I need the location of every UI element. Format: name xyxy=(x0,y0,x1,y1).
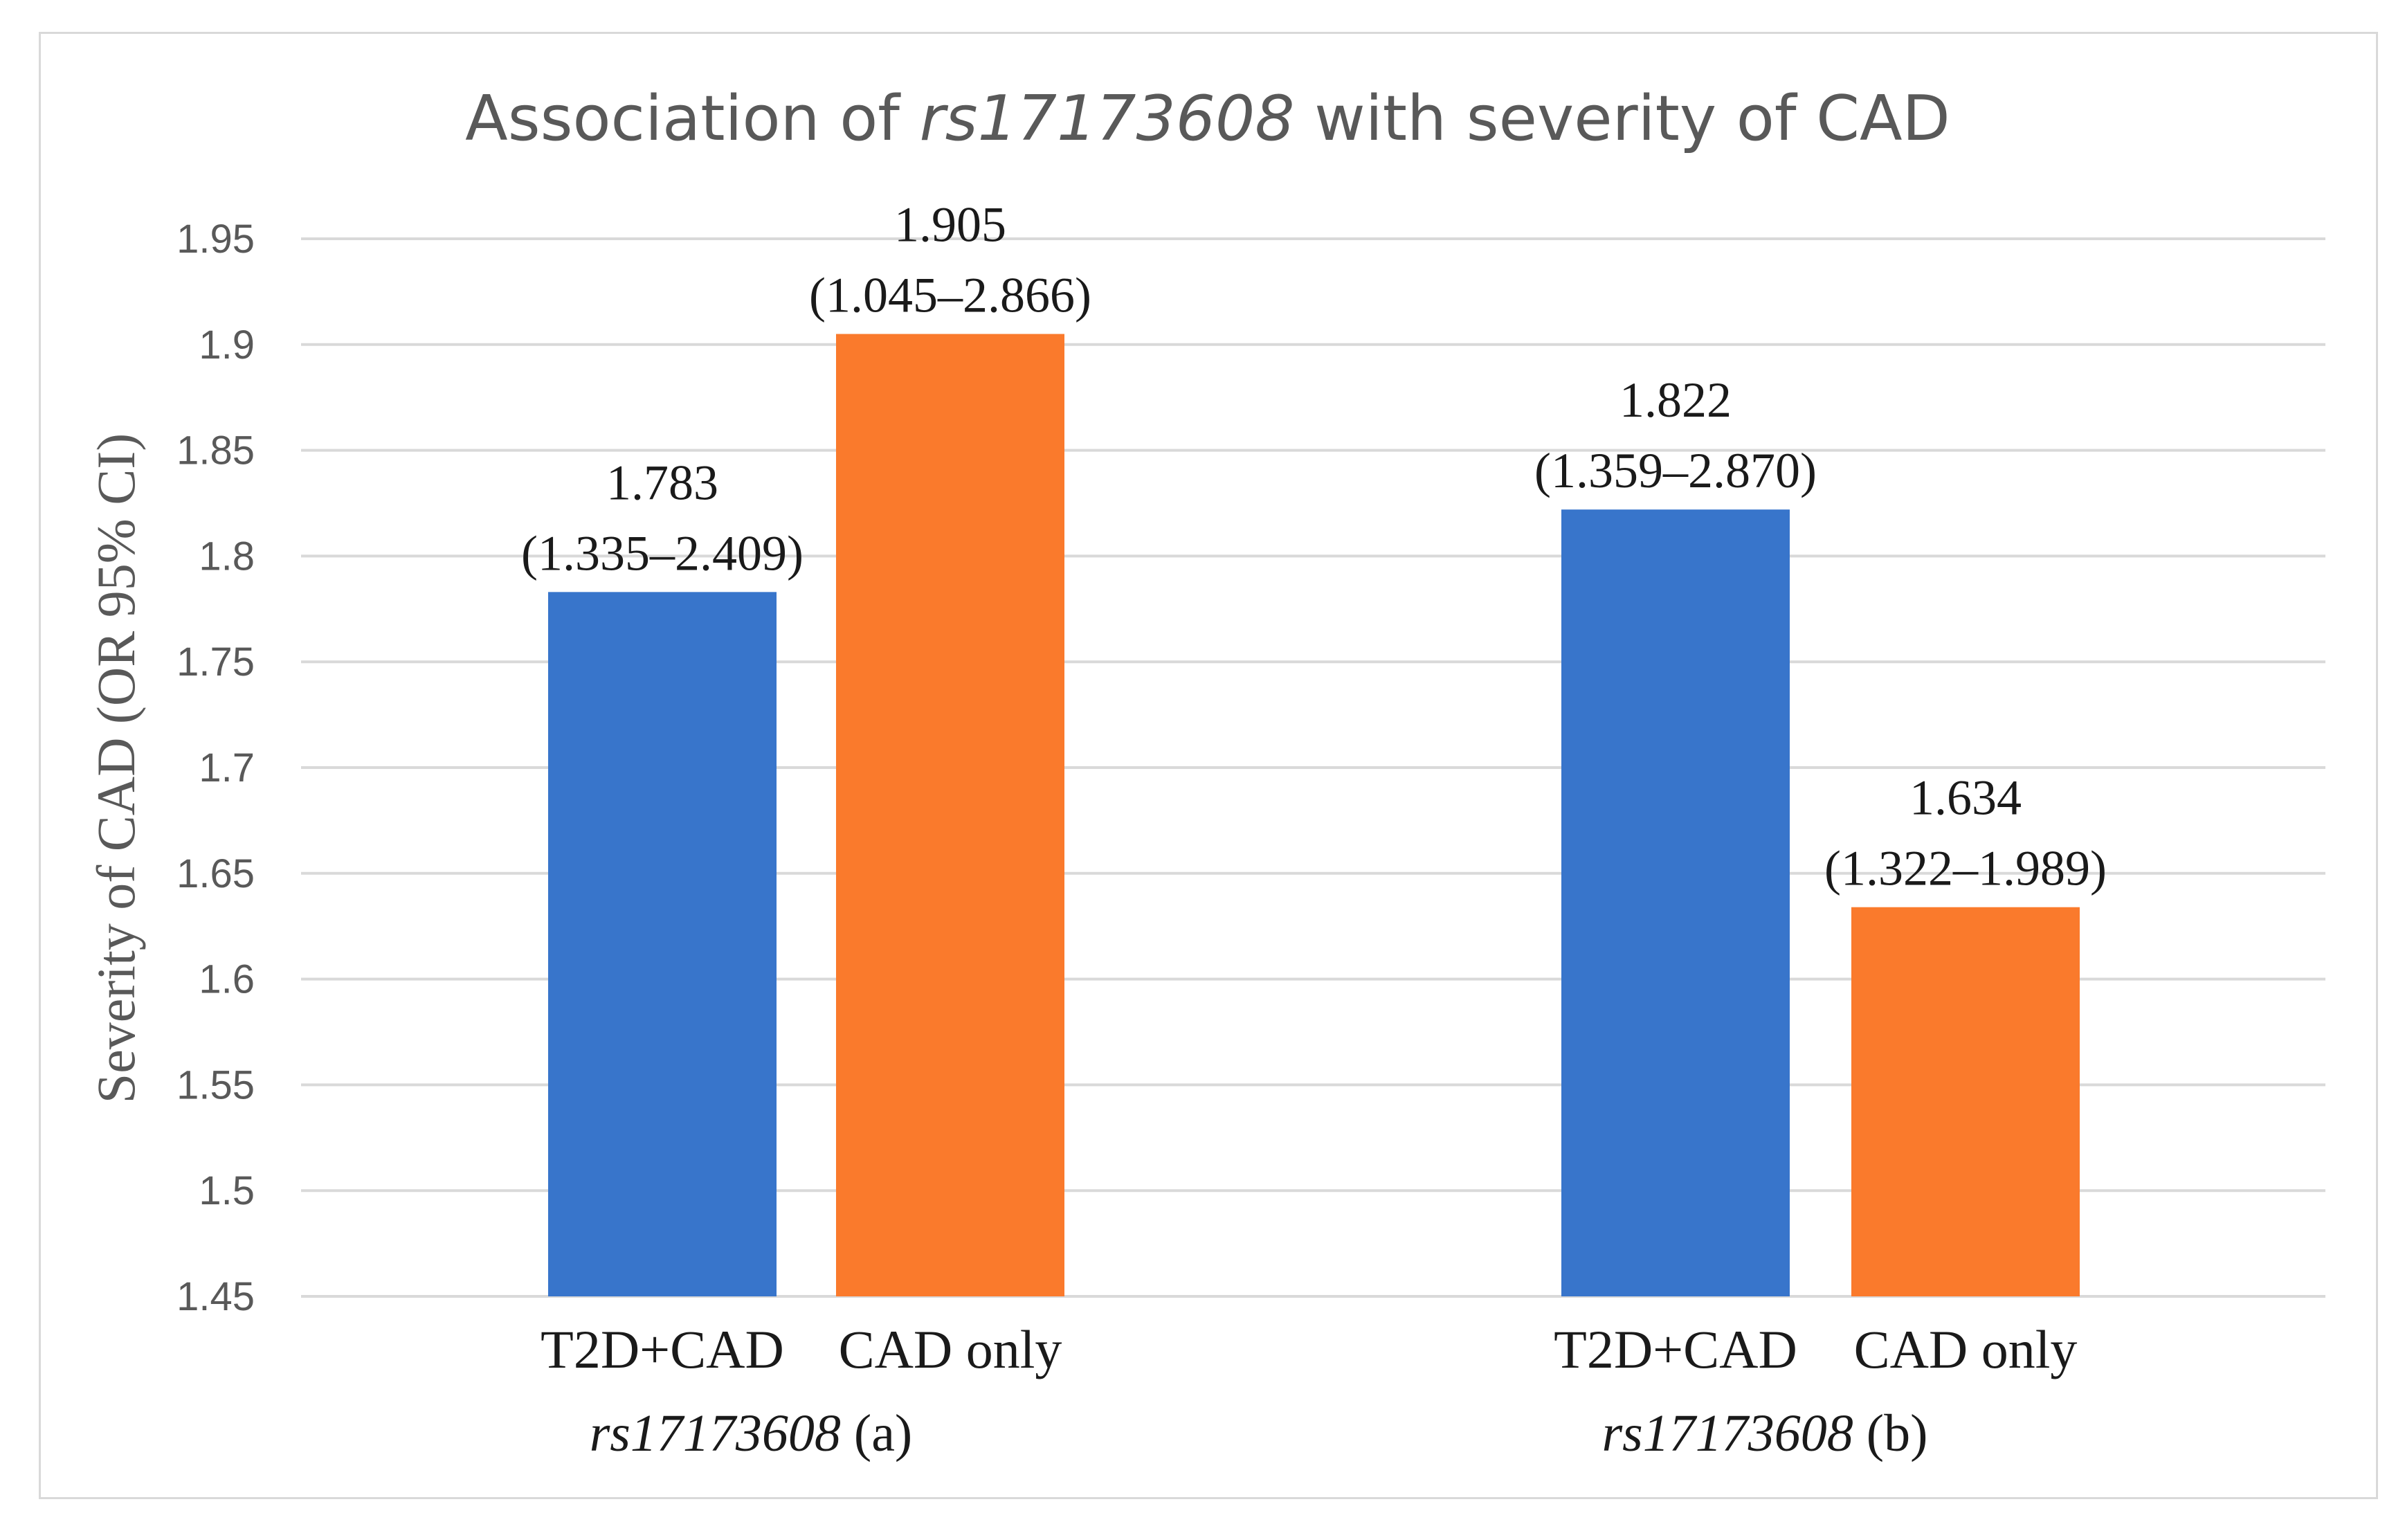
bar-ci-label: (1.322–1.989) xyxy=(1824,841,2107,896)
x-category-label: CAD only xyxy=(839,1319,1062,1379)
x-group-label: rs17173608 (a) xyxy=(590,1404,913,1462)
y-tick-label: 1.85 xyxy=(176,428,255,473)
y-tick-label: 1.95 xyxy=(176,217,255,262)
y-tick-label: 1.55 xyxy=(176,1062,255,1107)
bar xyxy=(836,334,1064,1296)
y-tick-label: 1.65 xyxy=(176,851,255,896)
x-group-label: rs17173608 (b) xyxy=(1602,1404,1928,1462)
bars xyxy=(548,334,2080,1297)
bar-value-label: 1.783 xyxy=(606,455,718,510)
y-tick-label: 1.9 xyxy=(199,323,255,368)
y-tick-label: 1.8 xyxy=(199,534,255,579)
x-category-label: T2D+CAD xyxy=(541,1319,784,1379)
bar-ci-label: (1.359–2.870) xyxy=(1534,443,1817,498)
bar xyxy=(548,592,777,1296)
y-tick-label: 1.6 xyxy=(199,957,255,1002)
bar-ci-label: (1.045–2.866) xyxy=(809,268,1091,323)
x-category-label: CAD only xyxy=(1854,1319,2078,1379)
y-tick-label: 1.45 xyxy=(176,1274,255,1319)
bar-value-label: 1.822 xyxy=(1619,372,1732,428)
bar-ci-label: (1.335–2.409) xyxy=(521,525,804,581)
labels: Association of rs17173608 with severity … xyxy=(86,82,2107,1462)
bar xyxy=(1561,509,1790,1297)
x-category-label: T2D+CAD xyxy=(1554,1319,1797,1379)
chart-title: Association of rs17173608 with severity … xyxy=(465,82,1950,155)
bar-value-label: 1.905 xyxy=(894,197,1006,253)
y-axis-label: Severity of CAD (OR 95% CI) xyxy=(86,433,146,1103)
y-tick-label: 1.7 xyxy=(199,745,255,790)
bar-value-label: 1.634 xyxy=(1909,770,2022,826)
y-tick-label: 1.75 xyxy=(176,640,255,685)
bar xyxy=(1851,907,2080,1296)
y-tick-label: 1.5 xyxy=(199,1168,255,1213)
